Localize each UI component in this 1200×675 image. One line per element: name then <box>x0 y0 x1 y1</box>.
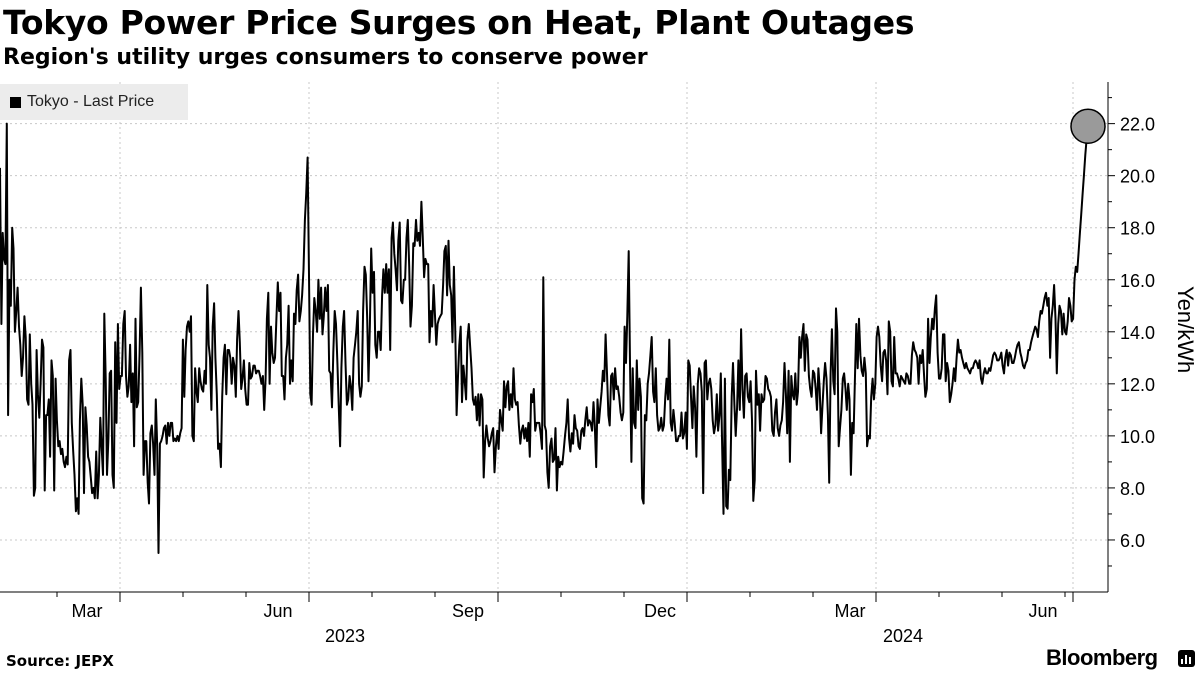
y-axis: 6.0 8.0 10.0 12.0 14.0 16.0 18.0 20.0 22.0 <box>1107 82 1155 592</box>
y-tick-label: 12.0 <box>1120 375 1155 395</box>
source-note: Source: JEPX <box>6 652 114 670</box>
y-tick-label: 6.0 <box>1120 531 1145 551</box>
x-axis: Mar Jun Sep Dec Mar Jun 2023 2024 <box>0 591 1108 646</box>
x-tick-label: Jun <box>1028 601 1057 621</box>
y-axis-label: Yen/kWh <box>1173 286 1198 373</box>
latest-value-marker <box>1070 108 1106 144</box>
x-year-label: 2023 <box>325 626 365 646</box>
series-line-tokyo <box>0 122 1089 554</box>
x-tick-label: Dec <box>644 601 676 621</box>
y-tick-label: 10.0 <box>1120 427 1155 447</box>
legend: Tokyo - Last Price <box>0 84 188 120</box>
legend-swatch <box>10 97 21 108</box>
x-tick-label: Mar <box>835 601 866 621</box>
x-tick-label: Jun <box>263 601 292 621</box>
y-tick-label: 18.0 <box>1120 219 1155 239</box>
y-tick-label: 20.0 <box>1120 167 1155 187</box>
vertical-gridlines <box>119 82 1074 592</box>
y-tick-label: 16.0 <box>1120 271 1155 291</box>
chart-subtitle: Region's utility urges consumers to cons… <box>3 45 648 70</box>
legend-label: Tokyo - Last Price <box>27 93 155 110</box>
y-tick-label: 14.0 <box>1120 323 1155 343</box>
bloomberg-chart-icon <box>1178 650 1195 667</box>
y-tick-label: 22.0 <box>1120 115 1155 135</box>
y-tick-label: 8.0 <box>1120 479 1145 499</box>
x-tick-label: Sep <box>452 601 484 621</box>
horizontal-gridlines <box>0 123 1108 541</box>
chart-title: Tokyo Power Price Surges on Heat, Plant … <box>3 3 915 42</box>
x-year-label: 2024 <box>883 626 923 646</box>
x-tick-label: Mar <box>72 601 103 621</box>
brand-logo: Bloomberg <box>1046 645 1158 670</box>
